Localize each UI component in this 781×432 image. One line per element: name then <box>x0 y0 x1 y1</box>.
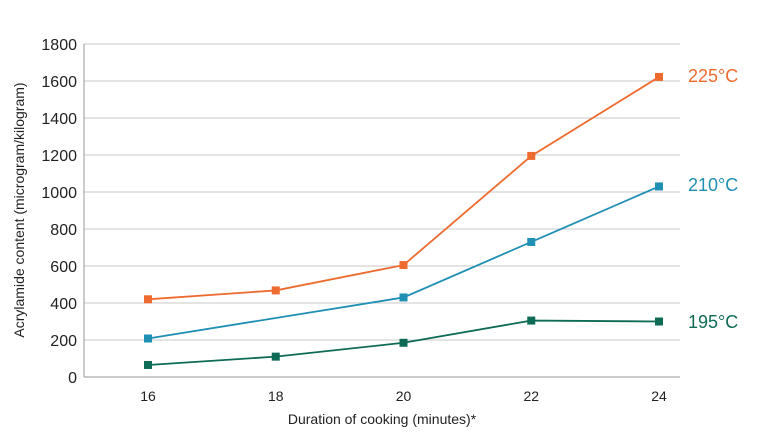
data-point <box>144 334 152 343</box>
y-axis-label: Acrylamide content (microgram/kilogram) <box>11 82 27 337</box>
data-point <box>399 338 408 347</box>
y-tick-label: 1000 <box>41 185 77 202</box>
series: 210°C <box>144 175 738 343</box>
data-point <box>271 352 280 361</box>
series: 225°C <box>144 66 738 304</box>
data-point <box>144 295 152 304</box>
x-tick-label: 16 <box>140 388 156 404</box>
series-layer: 225°C 210°C 195°C <box>144 66 738 369</box>
data-point <box>144 360 152 369</box>
y-axis-ticks: 0 200 400 600 800 1000 1200 1400 1600 1800 <box>41 37 77 387</box>
y-tick-label: 1200 <box>41 148 77 165</box>
y-tick-label: 600 <box>50 259 77 276</box>
y-tick-label: 1600 <box>41 74 77 91</box>
data-point <box>527 237 536 246</box>
data-point <box>399 261 408 270</box>
series-label: 210°C <box>688 175 738 195</box>
x-axis-label: Duration of cooking (minutes)* <box>288 411 477 427</box>
y-tick-label: 0 <box>68 370 77 387</box>
data-point <box>655 72 663 81</box>
data-point <box>527 151 536 160</box>
series-label: 225°C <box>688 66 738 86</box>
grid <box>83 43 680 378</box>
data-point <box>655 182 663 191</box>
data-point <box>527 316 536 325</box>
data-point <box>655 317 663 326</box>
data-point <box>399 293 408 302</box>
y-tick-label: 1800 <box>41 37 77 54</box>
series-label: 195°C <box>688 312 738 332</box>
y-tick-label: 200 <box>50 333 77 350</box>
data-point <box>271 286 280 295</box>
x-tick-label: 24 <box>651 388 667 404</box>
series: 195°C <box>144 312 738 369</box>
y-tick-label: 1400 <box>41 111 77 128</box>
x-tick-label: 20 <box>396 388 412 404</box>
x-tick-label: 18 <box>268 388 284 404</box>
y-tick-label: 800 <box>50 222 77 239</box>
x-tick-label: 22 <box>523 388 539 404</box>
y-tick-label: 400 <box>50 296 77 313</box>
x-axis-ticks: 16 18 20 22 24 <box>140 388 667 404</box>
series-line <box>147 185 660 340</box>
